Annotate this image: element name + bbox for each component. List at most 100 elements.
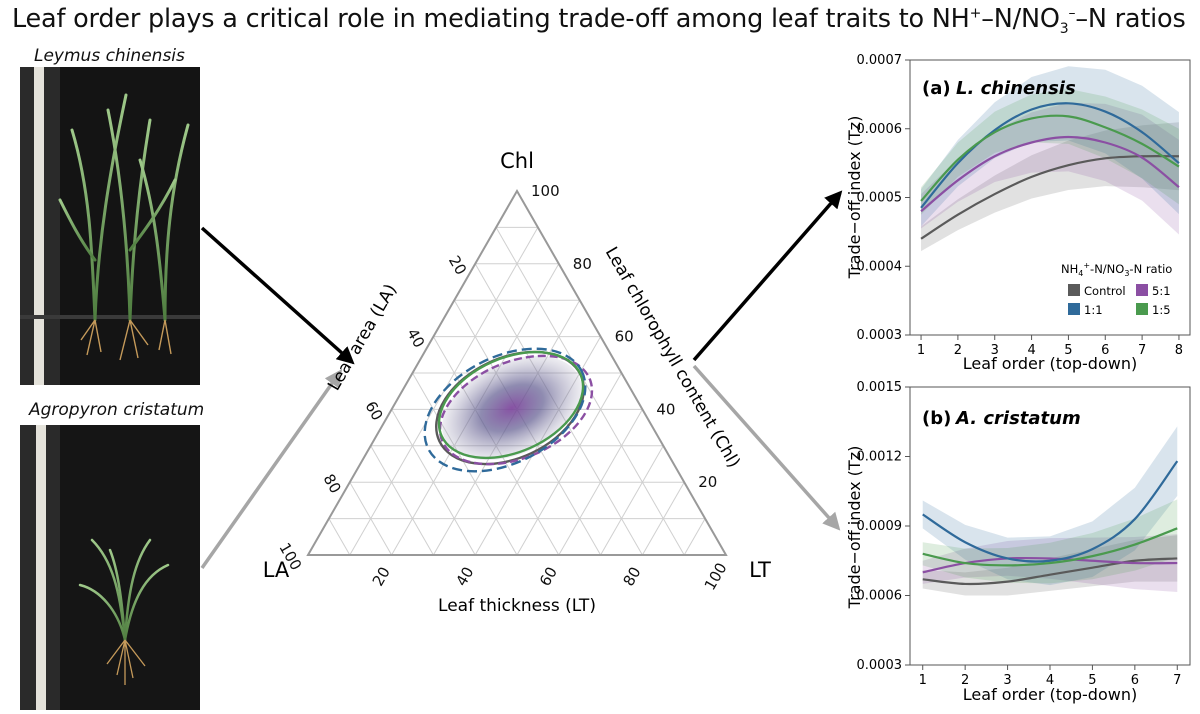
panel-a-title: L. chinensis bbox=[956, 78, 1076, 99]
confidence-band-r5_1 bbox=[921, 102, 1179, 235]
x-tick-label: 6 bbox=[1131, 673, 1139, 688]
x-tick-label: 6 bbox=[1101, 343, 1109, 358]
vertex-label-lt: LT bbox=[749, 558, 771, 582]
photo-leymus-chinensis bbox=[20, 67, 200, 385]
legend-title: NH4+-N/NO3-N ratio bbox=[1061, 261, 1172, 278]
x-tick-label: 4 bbox=[1027, 343, 1035, 358]
grass-icon bbox=[78, 538, 170, 642]
tick-label-left: 40 bbox=[403, 325, 428, 351]
tick-label-right: 80 bbox=[573, 255, 592, 273]
grid-line bbox=[412, 372, 518, 556]
tick-label-right: 20 bbox=[698, 473, 717, 491]
grass-icon bbox=[58, 93, 190, 322]
contour-1-5 bbox=[437, 350, 585, 460]
x-tick-label: 7 bbox=[1173, 673, 1181, 688]
series-line-control bbox=[922, 557, 1178, 586]
legend-swatch-control bbox=[1068, 284, 1080, 296]
tick-label-bottom: 40 bbox=[452, 564, 477, 590]
roots-icon bbox=[80, 319, 172, 361]
x-tick-label: 1 bbox=[917, 343, 925, 358]
legend-label-5-1: 5:1 bbox=[1152, 284, 1171, 298]
x-tick-label: 2 bbox=[954, 343, 962, 358]
x-tick-label: 3 bbox=[1003, 673, 1011, 688]
panel-a-ylabel: Trade−off index (Tz) bbox=[845, 116, 864, 280]
x-tick-label: 4 bbox=[1046, 673, 1054, 688]
tick-label-right: 60 bbox=[615, 328, 634, 346]
panel-a: 1 2 3 4 5 6 7 8 0.0003 0.0004 0.0005 0.0006 0.0007 (… bbox=[845, 53, 1191, 373]
figure-title: Leaf order plays a critical role in medi… bbox=[12, 4, 1186, 38]
axis-label-leaf-thickness: Leaf thickness (LT) bbox=[438, 596, 596, 616]
photo-label-leymus: Leymus chinensis bbox=[34, 46, 185, 66]
y-tick-label: 0.0003 bbox=[857, 328, 903, 343]
legend-label-control: Control bbox=[1084, 284, 1126, 298]
panel-b-title: A. cristatum bbox=[954, 408, 1081, 429]
legend-label-1-5: 1:5 bbox=[1152, 303, 1171, 317]
panel-b-ylabel: Trade−off index (Tz) bbox=[845, 446, 864, 610]
y-tick-label: 0.0007 bbox=[857, 53, 903, 68]
axis-label-leaf-area: Leaf area (LA) bbox=[324, 281, 401, 395]
panel-b-xlabel: Leaf order (top-down) bbox=[963, 685, 1137, 704]
grid-line bbox=[600, 445, 664, 556]
grid-line bbox=[370, 445, 434, 556]
tick-label-bottom: 20 bbox=[369, 564, 394, 590]
panel-b: 1 2 3 4 5 6 7 0.0003 0.0006 0.0009 0.0012 0.0015 (b… bbox=[845, 380, 1191, 704]
tick-label-bottom: 60 bbox=[536, 564, 561, 590]
series-line-r5_1 bbox=[920, 135, 1180, 213]
x-tick-label: 5 bbox=[1088, 673, 1096, 688]
arrow-ternary-to-panel-a bbox=[692, 190, 843, 362]
y-tick-label: 0.0015 bbox=[857, 380, 903, 395]
y-tick-label: 0.0005 bbox=[857, 191, 903, 206]
density-cloud bbox=[442, 355, 582, 461]
arrow-ternary-to-panel-b bbox=[692, 364, 841, 531]
grid-line bbox=[495, 227, 685, 556]
arrow-leymus-to-ternary bbox=[200, 226, 355, 365]
axis-label-chlorophyll: Leaf chlorophyll content (Chl) bbox=[601, 244, 744, 472]
legend-swatch-1-5 bbox=[1136, 303, 1148, 315]
legend-label-1-1: 1:1 bbox=[1084, 303, 1103, 317]
legend-swatch-1-1 bbox=[1068, 303, 1080, 315]
series-line-r1_1 bbox=[922, 460, 1179, 563]
y-tick-label: 0.0009 bbox=[857, 519, 903, 534]
panel-b-tag: (b) bbox=[922, 408, 951, 429]
tick-label-bottom: 80 bbox=[620, 564, 645, 590]
panel-a-tag: (a) bbox=[922, 78, 951, 99]
tick-label-bottom: 100 bbox=[701, 560, 731, 594]
y-tick-label: 0.0003 bbox=[857, 658, 903, 673]
roots-icon bbox=[106, 639, 146, 685]
ternary-frame bbox=[306, 188, 728, 556]
tick-label-left: 60 bbox=[361, 398, 386, 424]
grid-line bbox=[516, 372, 622, 556]
ruler-icon bbox=[34, 67, 44, 385]
x-tick-label: 7 bbox=[1138, 343, 1146, 358]
ternary-diagram: Chl LA LT Leaf area (LA) Leaf chlorophyl… bbox=[263, 149, 771, 616]
grid-line bbox=[683, 518, 706, 556]
x-tick-label: 2 bbox=[961, 673, 969, 688]
y-tick-label: 0.0006 bbox=[857, 122, 903, 137]
tick-label-left: 80 bbox=[320, 471, 345, 497]
legend: NH4+-N/NO3-N ratio Control 5:1 1:1 1:5 bbox=[1061, 261, 1172, 317]
vertex-label-la: LA bbox=[263, 558, 290, 582]
contour-1-1 bbox=[423, 347, 587, 473]
y-tick-label: 0.0012 bbox=[857, 450, 903, 465]
y-tick-label: 0.0006 bbox=[857, 589, 903, 604]
series-line-r1_5 bbox=[920, 114, 1180, 202]
photo-agropyron-cristatum bbox=[20, 425, 200, 710]
tick-label-right: 40 bbox=[656, 400, 675, 418]
x-tick-label: 8 bbox=[1175, 343, 1183, 358]
confidence-band-r1_5 bbox=[921, 88, 1179, 215]
contour-5-1 bbox=[438, 354, 594, 466]
series-line-r1_5 bbox=[922, 527, 1178, 567]
x-tick-label: 5 bbox=[1064, 343, 1072, 358]
x-tick-label: 1 bbox=[919, 673, 927, 688]
grid-line bbox=[328, 518, 351, 556]
x-tick-label: 3 bbox=[991, 343, 999, 358]
tick-label-left: 20 bbox=[445, 253, 470, 279]
y-tick-label: 0.0004 bbox=[857, 259, 903, 274]
arrow-agropyron-to-ternary bbox=[200, 369, 343, 570]
legend-swatch-5-1 bbox=[1136, 284, 1148, 296]
photo-label-agropyron: Agropyron cristatum bbox=[29, 400, 205, 420]
confidence-band-r1_1 bbox=[921, 66, 1179, 227]
tick-label-right: 100 bbox=[531, 182, 560, 200]
vertex-label-chl: Chl bbox=[500, 149, 534, 173]
